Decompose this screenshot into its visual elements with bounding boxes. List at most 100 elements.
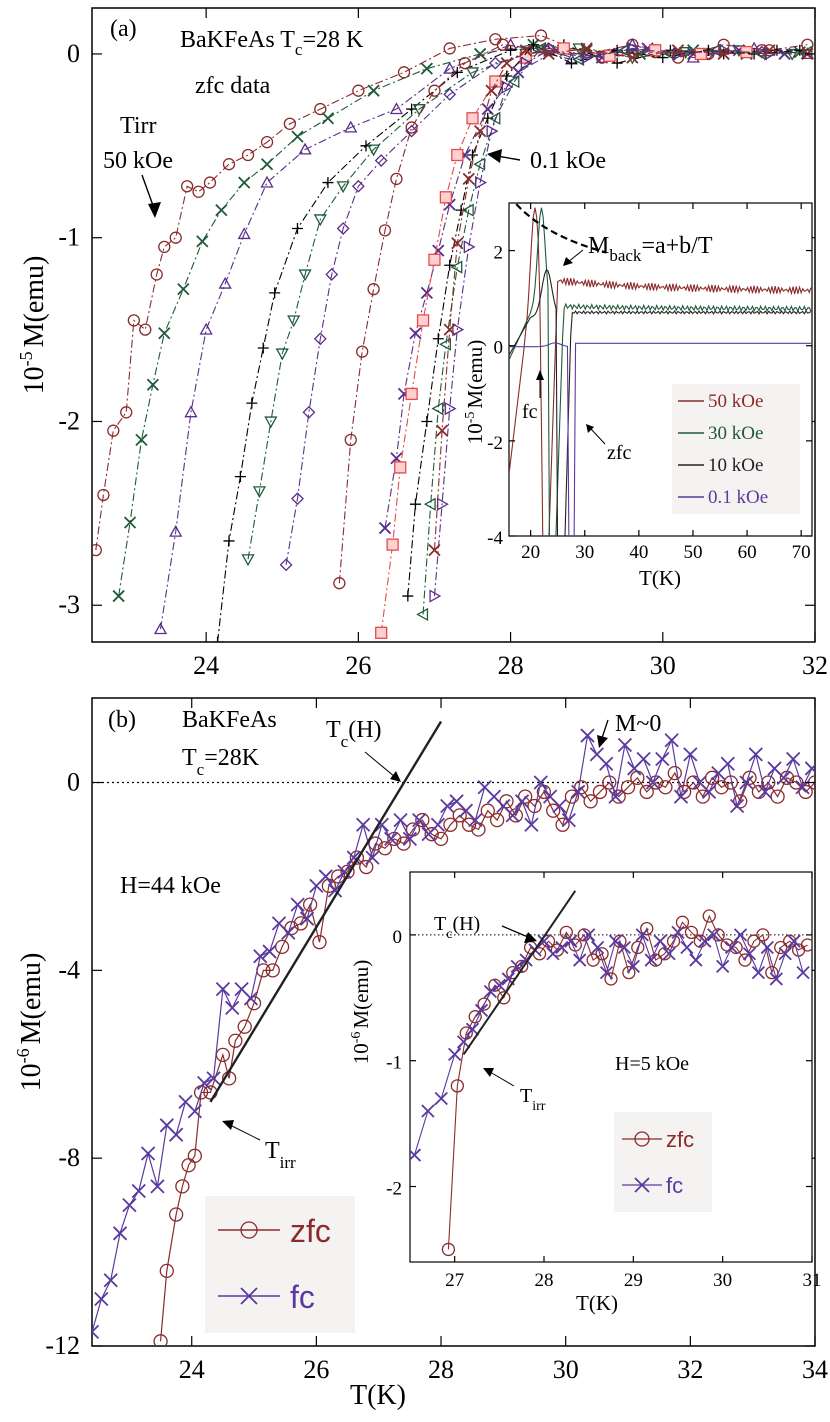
series-line-30-kOe <box>118 44 800 597</box>
panel-a: 0 -1 -2 -3 24 26 28 30 32 (a) BaKFeAs Tc=28 K z… <box>16 7 828 680</box>
data-point-circle <box>534 29 548 42</box>
ib-xtick-label: 31 <box>803 1270 822 1291</box>
data-point-zfc <box>340 864 355 879</box>
data-point-square <box>394 461 407 474</box>
data-point-plus <box>657 52 669 64</box>
data-point-triangle-right <box>444 402 457 416</box>
legend-label: 10 kOe <box>708 455 763 476</box>
data-point-circle <box>192 185 205 198</box>
inset-data-point-zfc <box>497 991 511 1005</box>
data-point-diamond <box>374 154 388 167</box>
data-point-fc <box>739 775 754 790</box>
a-xtick-label: 28 <box>498 651 524 680</box>
inset-data-point-zfc <box>738 953 752 967</box>
panel-a-x-ticks: 24 26 28 30 32 <box>193 8 828 680</box>
inset-tc-label: Tc(H) <box>434 913 480 942</box>
data-point-plus <box>223 535 235 547</box>
ia-xtick-label: 20 <box>521 542 540 563</box>
data-point-triangle-down <box>252 486 267 499</box>
b-xtick-label: 26 <box>303 1355 329 1384</box>
inset-b-legend-box <box>614 1112 712 1212</box>
data-point-plus <box>611 57 623 69</box>
data-point-plus <box>527 39 539 51</box>
data-point-x <box>146 378 160 391</box>
inset-data-point-fc <box>707 928 721 942</box>
inset-data-point-zfc <box>604 972 618 986</box>
data-point-circle <box>428 84 441 97</box>
inset-data-point-fc <box>698 934 712 948</box>
data-point-x <box>481 102 494 116</box>
data-point-fc <box>655 751 670 767</box>
data-point-square <box>557 42 571 55</box>
data-point-triangle <box>298 142 312 155</box>
data-point-zfc <box>489 812 505 828</box>
data-point-fc <box>122 1197 137 1213</box>
data-point-plus <box>360 140 372 152</box>
data-point-x <box>420 286 433 299</box>
legend-label: zfc <box>290 1213 331 1249</box>
inset-data-point-fc <box>410 1148 422 1162</box>
data-point-plus <box>322 177 334 189</box>
data-point-triangle-right <box>501 80 514 94</box>
data-point-zfc <box>733 794 748 809</box>
data-point-circle <box>120 406 133 419</box>
panel-b-frame <box>91 697 816 1347</box>
inset-data-point-fc <box>608 934 623 948</box>
data-point-square <box>405 387 418 401</box>
data-point-zfc <box>695 789 710 804</box>
m0-arrowhead <box>597 735 608 748</box>
inset-data-point-fc <box>689 953 703 967</box>
inset-data-point-fc <box>671 925 685 940</box>
inset-data-point-zfc <box>640 921 654 936</box>
data-point-diamond <box>443 87 457 101</box>
data-point-square <box>428 253 441 266</box>
inset-tirr-pointer-head <box>483 1068 494 1077</box>
data-point-plus <box>246 397 258 409</box>
data-point-triangle-down <box>336 181 350 194</box>
data-point-fc <box>346 850 361 865</box>
data-point-square <box>416 314 430 327</box>
data-point-diamond <box>291 492 304 506</box>
data-point-fc <box>112 1226 128 1241</box>
inset-data-point-zfc <box>684 925 699 940</box>
inset-tc-arrow <box>501 925 529 938</box>
b-xtick-label: 34 <box>802 1355 828 1384</box>
inset-data-point-fc <box>590 940 605 955</box>
b-ytick-label: -8 <box>58 1143 80 1172</box>
data-point-triangle-left <box>431 402 444 416</box>
data-point-fc <box>514 794 530 809</box>
data-point-triangle-right <box>429 589 442 603</box>
data-point-diamond <box>488 56 502 70</box>
data-point-circle <box>222 158 236 171</box>
tc-h-label: Tc(H) <box>326 717 382 751</box>
data-point-circle <box>203 176 217 189</box>
panel-b-title: BaKFeAs <box>182 707 277 733</box>
series-line-step8 <box>407 44 800 597</box>
data-point-square <box>451 148 464 162</box>
tc-h-pointer-head <box>390 771 401 782</box>
inset-curve-50kOe <box>509 207 812 536</box>
data-point-fc <box>468 812 483 828</box>
inset-curve-0.1kOe <box>509 342 811 536</box>
series-line-step7 <box>380 47 747 633</box>
data-point-fc <box>281 925 296 940</box>
m0-arrow <box>601 719 609 739</box>
ia-ytick-label: -4 <box>487 528 503 549</box>
legend-marker <box>240 1287 258 1305</box>
data-point-fc <box>393 812 408 828</box>
data-point-zfc <box>415 812 430 828</box>
data-point-circle <box>139 323 152 336</box>
inset-formula: Mback=a+b/T <box>588 233 713 265</box>
h50-annotation: 50 kOe <box>103 148 173 174</box>
data-point-triangle-left <box>572 52 585 67</box>
a-ytick-label: -2 <box>58 406 80 435</box>
data-point-x <box>542 47 555 61</box>
data-point-diamond <box>405 124 419 138</box>
data-point-circle <box>352 84 365 97</box>
ib-ytick-label: -2 <box>386 1179 402 1200</box>
data-point-triangle <box>199 322 213 335</box>
legend-label: zfc <box>666 1127 694 1152</box>
inset-data-point-fc <box>582 928 596 942</box>
panel-a-frame <box>91 7 816 643</box>
ia-ytick-label: -2 <box>487 433 503 454</box>
